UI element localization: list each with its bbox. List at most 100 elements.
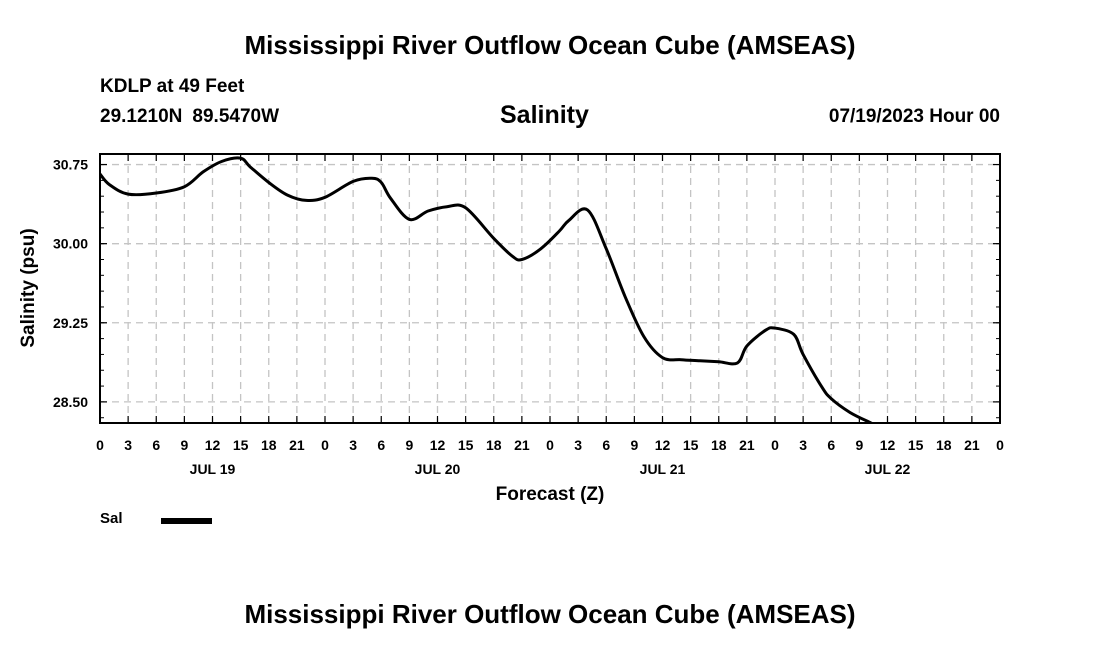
x-tick-label: 3 <box>349 437 357 453</box>
x-tick-label: 21 <box>739 437 755 453</box>
y-tick-label: 30.00 <box>53 236 88 252</box>
x-axis-label: Forecast (Z) <box>496 484 605 505</box>
data-point <box>605 248 607 250</box>
legend-swatch <box>161 518 212 524</box>
latitude-label: 29.1210N <box>100 106 183 127</box>
data-point <box>980 444 982 446</box>
data-point <box>380 182 382 184</box>
x-tick-label: 0 <box>546 437 554 453</box>
data-point <box>793 333 795 335</box>
y-axis-label: Salinity (psu) <box>18 228 39 347</box>
x-tick-label: 15 <box>458 437 474 453</box>
data-point <box>821 386 823 388</box>
forecast-datetime: 07/19/2023 Hour 00 <box>828 106 1000 127</box>
x-tick-label: 3 <box>799 437 807 453</box>
data-point <box>521 259 523 261</box>
station-coordinates: 29.1210N 89.5470W <box>100 106 279 128</box>
day-label: JUL 20 <box>415 461 461 477</box>
data-point <box>427 210 429 212</box>
x-tick-label: 12 <box>880 437 896 453</box>
x-tick-label: 6 <box>602 437 610 453</box>
x-tick-label: 0 <box>996 437 1004 453</box>
x-tick-label: 6 <box>377 437 385 453</box>
data-point <box>352 180 354 182</box>
day-label: JUL 19 <box>190 461 236 477</box>
data-point <box>830 398 832 400</box>
x-tick-label: 21 <box>289 437 305 453</box>
data-series <box>100 156 1001 446</box>
variable-title: Salinity <box>500 101 589 129</box>
x-tick-label: 0 <box>771 437 779 453</box>
axis-labels: 0 3 6 9 12 15 18 21 0 3 6 9 12 15 18 21 0 3 6 9 12 15 18 21 0 3 6 9… <box>53 157 1004 477</box>
chart-grid <box>100 154 1000 423</box>
data-point <box>465 207 467 209</box>
x-tick-label: 9 <box>405 437 413 453</box>
y-tick-label: 28.50 <box>53 394 88 410</box>
x-tick-label: 0 <box>96 437 104 453</box>
data-point <box>371 177 373 179</box>
station-label: KDLP at 49 Feet <box>100 76 245 97</box>
x-tick-label: 9 <box>630 437 638 453</box>
x-tick-label: 18 <box>936 437 952 453</box>
x-tick-label: 12 <box>205 437 221 453</box>
x-tick-label: 21 <box>514 437 530 453</box>
data-point <box>746 345 748 347</box>
x-tick-label: 3 <box>124 437 132 453</box>
x-tick-label: 12 <box>430 437 446 453</box>
x-tick-label: 12 <box>655 437 671 453</box>
data-point <box>108 184 110 186</box>
data-point <box>305 199 307 201</box>
data-point <box>999 429 1001 431</box>
footer-title: Mississippi River Outflow Ocean Cube (AM… <box>244 599 856 629</box>
x-tick-label: 18 <box>711 437 727 453</box>
x-tick-label: 15 <box>683 437 699 453</box>
x-tick-label: 0 <box>321 437 329 453</box>
data-point <box>408 218 410 220</box>
data-point <box>718 361 720 363</box>
data-point <box>127 193 129 195</box>
data-point <box>324 196 326 198</box>
data-point <box>765 329 767 331</box>
data-point <box>887 429 889 431</box>
data-point <box>624 295 626 297</box>
data-point <box>183 186 185 188</box>
data-point <box>268 182 270 184</box>
data-point <box>240 157 242 159</box>
x-tick-label: 6 <box>827 437 835 453</box>
data-point <box>221 160 223 162</box>
data-point <box>155 192 157 194</box>
data-point <box>540 248 542 250</box>
data-point <box>512 255 514 257</box>
data-point <box>493 237 495 239</box>
data-point <box>643 336 645 338</box>
data-point <box>287 194 289 196</box>
x-tick-label: 18 <box>486 437 502 453</box>
y-tick-label: 29.25 <box>53 315 88 331</box>
data-point <box>737 362 739 364</box>
legend-label: Sal <box>100 510 123 527</box>
data-point <box>699 360 701 362</box>
chart-main-title: Mississippi River Outflow Ocean Cube (AM… <box>244 30 856 60</box>
data-point <box>390 197 392 199</box>
x-tick-label: 15 <box>233 437 249 453</box>
data-point <box>568 220 570 222</box>
data-point <box>587 209 589 211</box>
x-tick-label: 6 <box>152 437 160 453</box>
x-tick-label: 18 <box>261 437 277 453</box>
data-point <box>849 412 851 414</box>
y-tick-label: 30.75 <box>53 157 88 173</box>
data-point <box>662 357 664 359</box>
x-tick-label: 9 <box>180 437 188 453</box>
data-point <box>774 327 776 329</box>
day-label: JUL 22 <box>865 461 911 477</box>
x-tick-label: 21 <box>964 437 980 453</box>
plot-frame <box>99 153 1001 424</box>
data-point <box>446 206 448 208</box>
data-point <box>249 166 251 168</box>
data-point <box>680 359 682 361</box>
data-point <box>558 230 560 232</box>
data-point <box>802 353 804 355</box>
salinity-series-line <box>100 156 875 423</box>
x-tick-label: 15 <box>908 437 924 453</box>
